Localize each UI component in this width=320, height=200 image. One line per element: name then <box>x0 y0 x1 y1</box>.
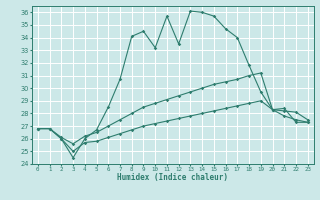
X-axis label: Humidex (Indice chaleur): Humidex (Indice chaleur) <box>117 173 228 182</box>
